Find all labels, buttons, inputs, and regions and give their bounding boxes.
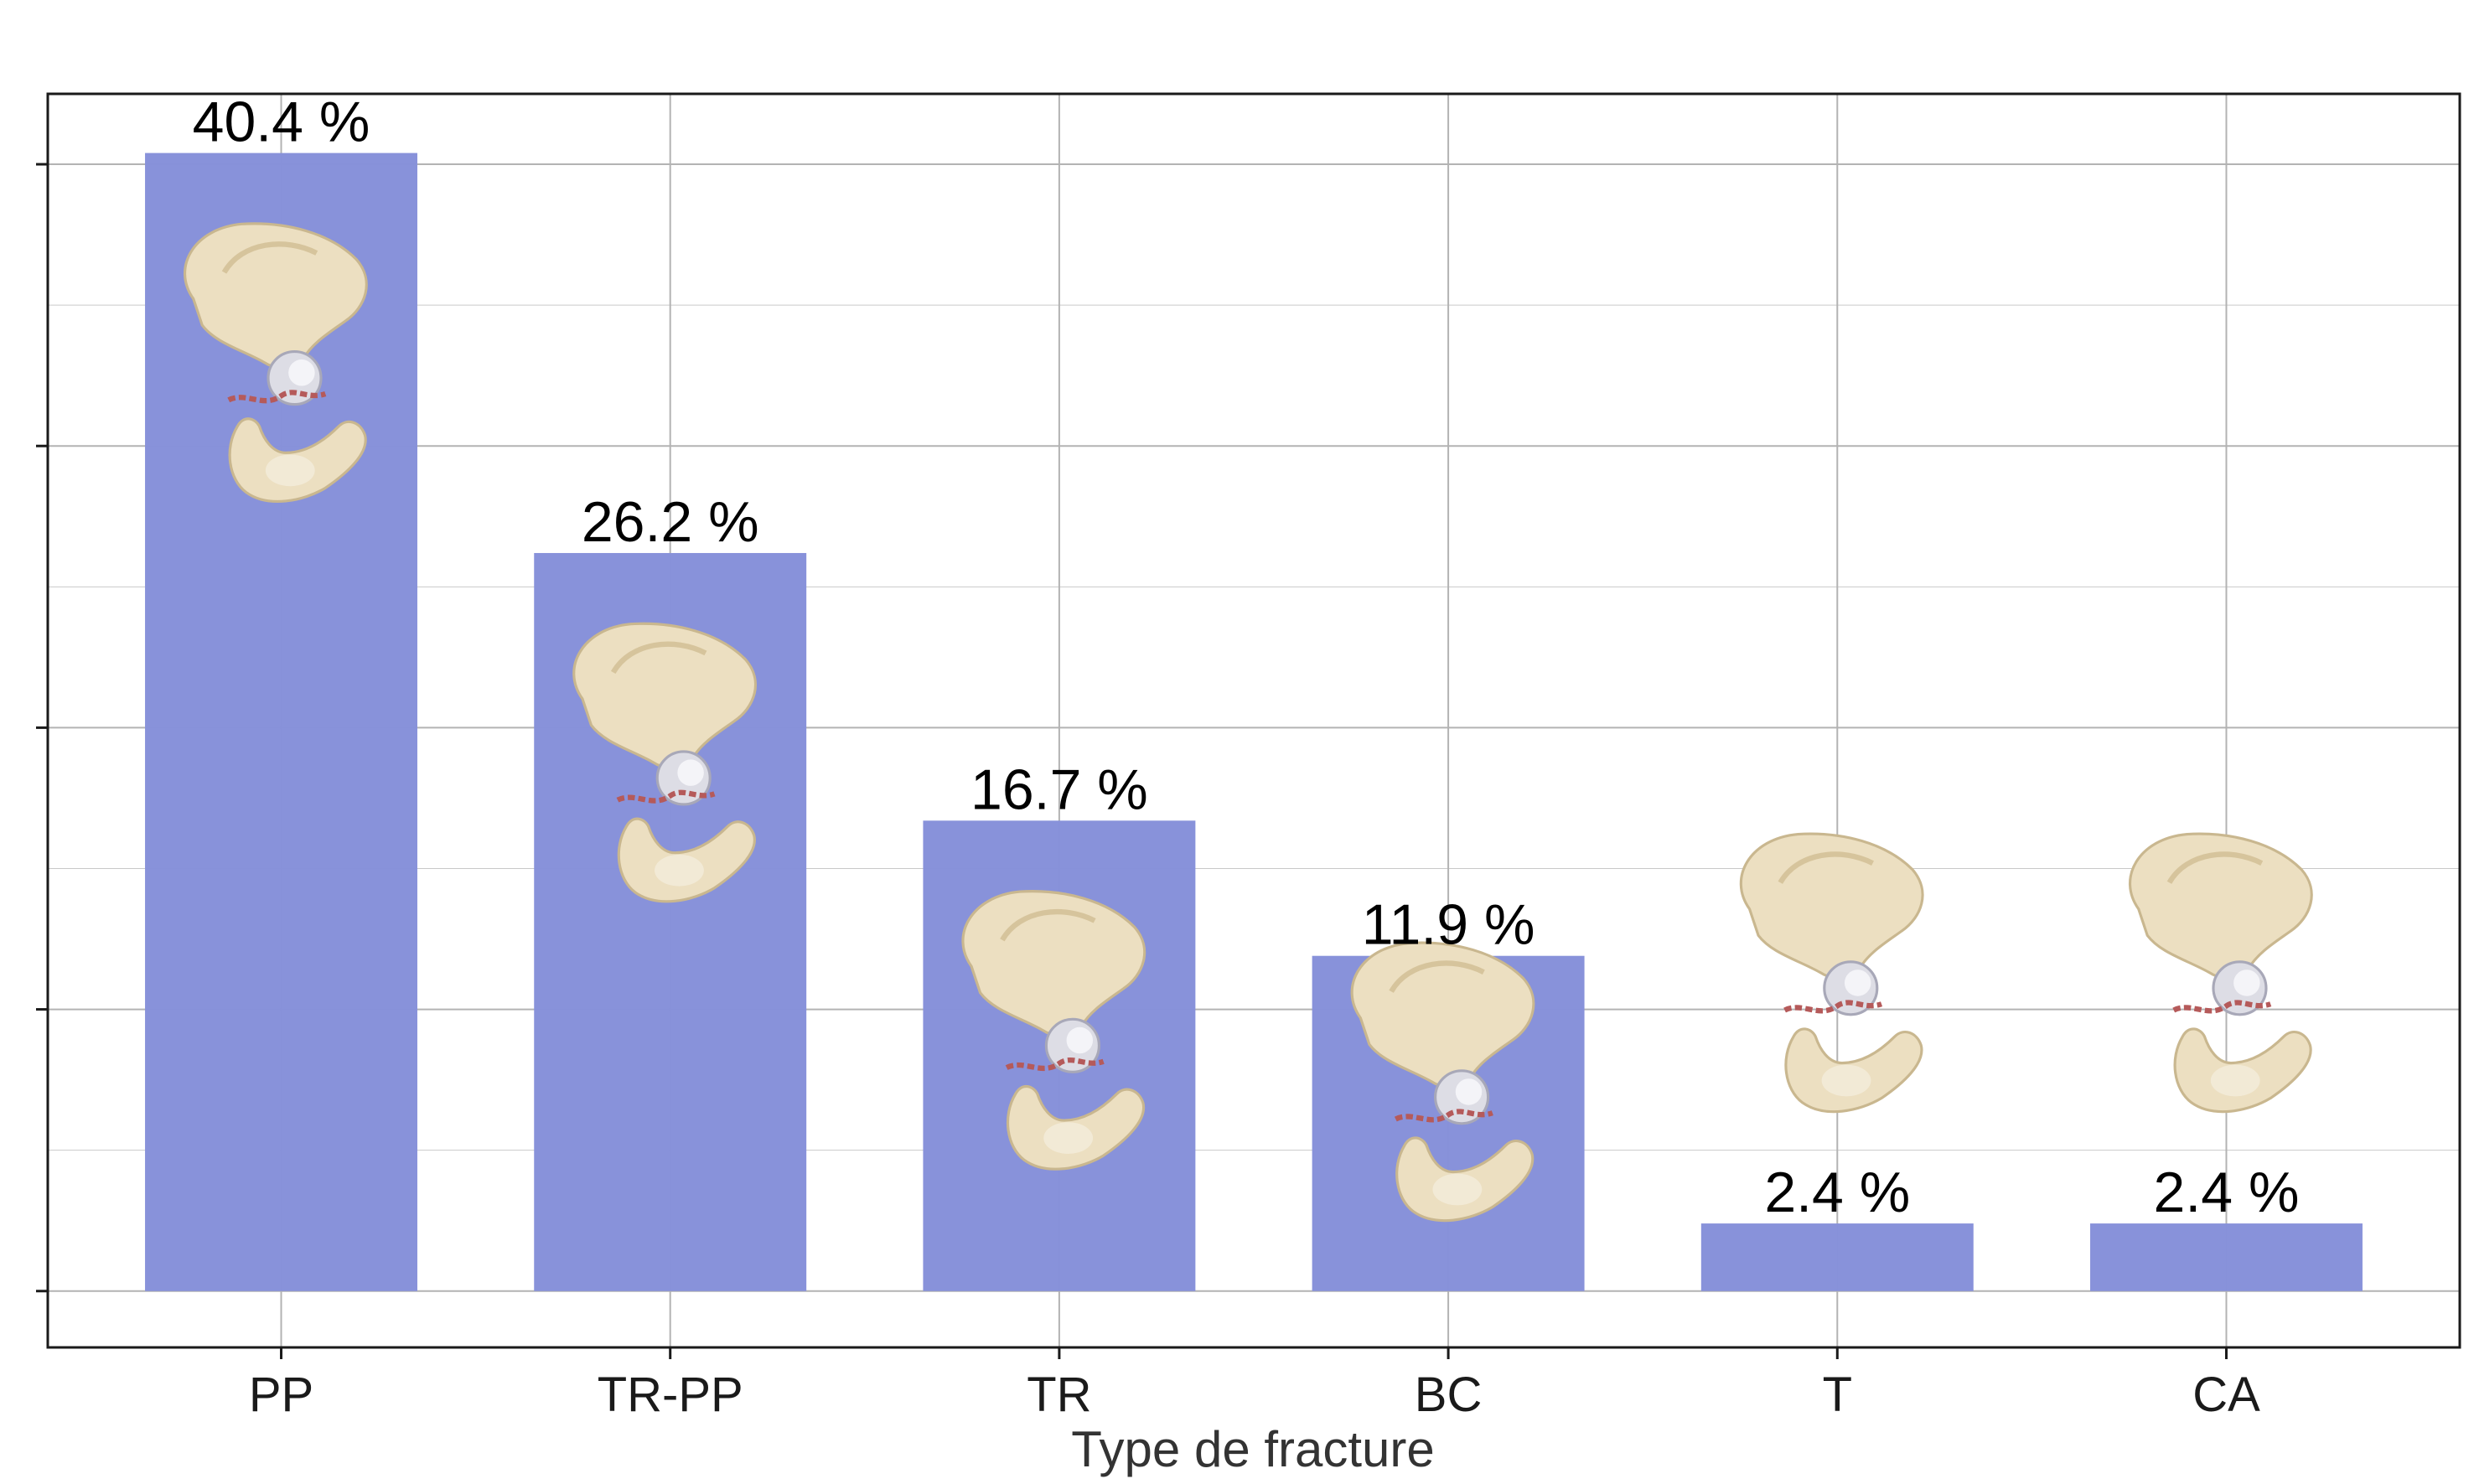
plot-border <box>46 92 2461 1349</box>
value-label: 2.4 % <box>2154 1161 2300 1224</box>
x-tick-label: TR <box>1027 1368 1091 1422</box>
x-axis-title: Type de fracture <box>1071 1421 1435 1477</box>
x-tick-label: T <box>1823 1368 1852 1422</box>
x-tick-label: TR-PP <box>598 1368 743 1422</box>
value-label: 11.9 % <box>1362 893 1535 957</box>
value-label: 2.4 % <box>1764 1161 1910 1224</box>
bar-ca <box>2090 1223 2363 1291</box>
plot-background <box>48 94 2460 1347</box>
value-label: 26.2 % <box>582 490 759 554</box>
x-tick-label: CA <box>2192 1368 2260 1422</box>
x-tick-label: PP <box>249 1368 313 1422</box>
value-label: 40.4 % <box>193 90 370 154</box>
value-label: 16.7 % <box>970 758 1148 821</box>
bar-t <box>1700 1223 1974 1291</box>
x-tick-label: BC <box>1415 1368 1483 1422</box>
